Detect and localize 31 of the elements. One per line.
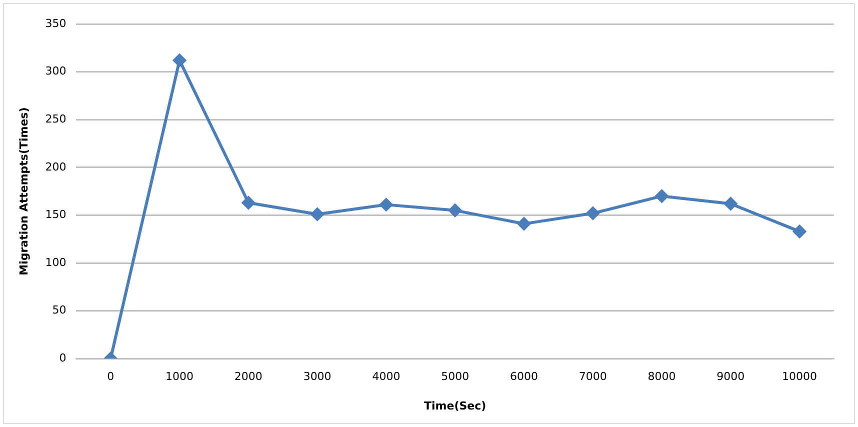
y-tick-label: 50 [52,304,66,317]
x-tick-label: 7000 [578,370,607,384]
y-tick-label: 200 [45,160,66,174]
x-tick-label: 5000 [441,370,470,384]
point [517,217,530,230]
point [310,208,324,221]
point [655,190,668,203]
x-tick-label: 9000 [716,370,745,384]
point [242,196,255,210]
x-tick-label: 1000 [166,370,194,384]
y-tick-label: 300 [45,64,66,78]
y-tick-label: 150 [45,208,66,222]
y-tick-label: 350 [45,16,66,30]
x-tick-label: 10000 [782,370,818,384]
y-axis-title: Migration Attempts(Times) [17,107,30,276]
x-tick-label: 6000 [510,370,538,384]
point [380,198,393,212]
x-tick-label: 4000 [372,370,400,384]
x-tick-label: 8000 [648,370,676,384]
y-tick-label: 100 [45,256,66,269]
point [586,206,600,220]
y-tick-label: 250 [45,112,66,126]
point [173,54,186,67]
point [724,197,738,210]
point [448,204,462,217]
x-tick-label: 3000 [303,370,332,384]
x-tick-label: 0 [107,370,114,384]
y-tick-label: 0 [59,351,66,364]
point [793,224,806,238]
x-axis-title: Time(Sec) [424,399,486,412]
x-tick-label: 2000 [234,370,262,384]
